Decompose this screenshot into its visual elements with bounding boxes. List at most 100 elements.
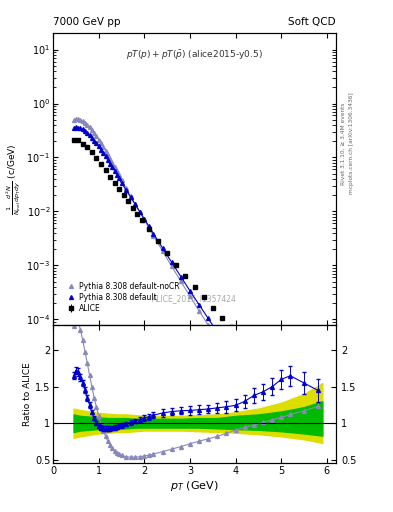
Pythia 8.308 default	[133, 201, 138, 207]
Pythia 8.308 default	[187, 288, 192, 294]
Pythia 8.308 default	[110, 164, 115, 170]
Pythia 8.308 default-noCR	[80, 118, 85, 124]
Pythia 8.308 default	[206, 315, 211, 322]
Pythia 8.308 default	[288, 434, 293, 440]
Text: ALICE_2015_I1357424: ALICE_2015_I1357424	[152, 294, 237, 303]
Pythia 8.308 default-noCR	[215, 336, 220, 343]
Line: Pythia 8.308 default: Pythia 8.308 default	[72, 125, 320, 483]
Pythia 8.308 default-noCR	[316, 493, 320, 499]
Y-axis label: $\frac{1}{N_{\rm inel}}\frac{d^2N}{dp_{\rm T}dy}$ (c/GeV): $\frac{1}{N_{\rm inel}}\frac{d^2N}{dp_{\…	[5, 143, 23, 215]
Pythia 8.308 default-noCR	[94, 133, 99, 139]
Pythia 8.308 default-noCR	[288, 447, 293, 454]
Line: Pythia 8.308 default-noCR: Pythia 8.308 default-noCR	[72, 117, 320, 498]
Pythia 8.308 default	[115, 172, 119, 178]
Pythia 8.308 default-noCR	[147, 225, 151, 231]
Pythia 8.308 default	[99, 146, 103, 153]
Pythia 8.308 default	[87, 132, 92, 138]
Pythia 8.308 default-noCR	[270, 420, 274, 426]
Text: $pT(p) + pT(\bar{p})$ (alice2015-y0.5): $pT(p) + pT(\bar{p})$ (alice2015-y0.5)	[126, 48, 263, 60]
Pythia 8.308 default-noCR	[302, 470, 307, 476]
Pythia 8.308 default	[197, 302, 202, 308]
Pythia 8.308 default	[302, 456, 307, 462]
Pythia 8.308 default	[215, 329, 220, 335]
Pythia 8.308 default	[96, 143, 101, 150]
Pythia 8.308 default-noCR	[279, 434, 284, 440]
Pythia 8.308 default	[279, 421, 284, 428]
Pythia 8.308 default-noCR	[178, 279, 183, 285]
Pythia 8.308 default	[90, 135, 94, 141]
Pythia 8.308 default-noCR	[73, 116, 78, 122]
Pythia 8.308 default	[261, 395, 265, 401]
Pythia 8.308 default-noCR	[261, 406, 265, 412]
Pythia 8.308 default-noCR	[115, 168, 119, 174]
Pythia 8.308 default-noCR	[101, 144, 106, 150]
Pythia 8.308 default	[138, 208, 142, 215]
Pythia 8.308 default	[178, 273, 183, 280]
Pythia 8.308 default-noCR	[103, 147, 108, 154]
X-axis label: $p_T$ (GeV): $p_T$ (GeV)	[170, 479, 219, 493]
Pythia 8.308 default	[117, 175, 121, 181]
Pythia 8.308 default	[80, 126, 85, 133]
Pythia 8.308 default-noCR	[160, 248, 165, 254]
Pythia 8.308 default-noCR	[124, 185, 129, 191]
Pythia 8.308 default-noCR	[151, 232, 156, 239]
Text: mcplots.cern.ch [arXiv:1306.3436]: mcplots.cern.ch [arXiv:1306.3436]	[349, 93, 354, 194]
Pythia 8.308 default	[252, 382, 256, 389]
Pythia 8.308 default	[147, 223, 151, 229]
Pythia 8.308 default-noCR	[87, 124, 92, 131]
Pythia 8.308 default	[101, 150, 106, 156]
Pythia 8.308 default	[94, 140, 99, 146]
Pythia 8.308 default-noCR	[99, 140, 103, 146]
Pythia 8.308 default-noCR	[112, 164, 117, 170]
Pythia 8.308 default-noCR	[71, 117, 76, 123]
Pythia 8.308 default-noCR	[242, 378, 247, 385]
Pythia 8.308 default	[169, 259, 174, 265]
Pythia 8.308 default-noCR	[187, 293, 192, 300]
Pythia 8.308 default	[128, 194, 133, 200]
Pythia 8.308 default-noCR	[128, 193, 133, 199]
Pythia 8.308 default	[103, 153, 108, 159]
Pythia 8.308 default-noCR	[76, 116, 81, 122]
Pythia 8.308 default	[105, 157, 110, 163]
Pythia 8.308 default	[73, 124, 78, 131]
Pythia 8.308 default	[119, 180, 124, 186]
Pythia 8.308 default-noCR	[105, 152, 110, 158]
Pythia 8.308 default	[108, 161, 112, 167]
Pythia 8.308 default	[270, 409, 274, 415]
Pythia 8.308 default-noCR	[206, 322, 211, 328]
Pythia 8.308 default-noCR	[92, 130, 97, 136]
Pythia 8.308 default-noCR	[110, 160, 115, 166]
Pythia 8.308 default-noCR	[224, 350, 229, 356]
Pythia 8.308 default-noCR	[90, 127, 94, 133]
Pythia 8.308 default-noCR	[117, 172, 121, 178]
Pythia 8.308 default	[78, 125, 83, 131]
Legend: Pythia 8.308 default-noCR, Pythia 8.308 default, ALICE: Pythia 8.308 default-noCR, Pythia 8.308 …	[62, 280, 182, 315]
Pythia 8.308 default	[124, 187, 129, 193]
Pythia 8.308 default	[160, 245, 165, 251]
Pythia 8.308 default	[242, 369, 247, 375]
Pythia 8.308 default	[316, 478, 320, 484]
Pythia 8.308 default	[224, 343, 229, 349]
Pythia 8.308 default	[112, 168, 117, 174]
Pythia 8.308 default-noCR	[133, 201, 138, 207]
Text: Soft QCD: Soft QCD	[288, 17, 336, 28]
Pythia 8.308 default	[71, 125, 76, 132]
Pythia 8.308 default	[142, 216, 147, 222]
Pythia 8.308 default-noCR	[85, 122, 90, 128]
Pythia 8.308 default-noCR	[119, 177, 124, 183]
Text: 7000 GeV pp: 7000 GeV pp	[53, 17, 121, 28]
Pythia 8.308 default-noCR	[78, 117, 83, 123]
Pythia 8.308 default-noCR	[108, 156, 112, 162]
Pythia 8.308 default	[76, 124, 81, 131]
Pythia 8.308 default-noCR	[169, 263, 174, 269]
Pythia 8.308 default-noCR	[252, 392, 256, 398]
Pythia 8.308 default	[85, 130, 90, 136]
Pythia 8.308 default-noCR	[233, 365, 238, 371]
Y-axis label: Ratio to ALICE: Ratio to ALICE	[23, 362, 32, 426]
Text: Rivet 3.1.10, ≥ 3.4M events: Rivet 3.1.10, ≥ 3.4M events	[341, 102, 346, 185]
Pythia 8.308 default-noCR	[138, 209, 142, 215]
Pythia 8.308 default	[83, 128, 87, 134]
Pythia 8.308 default-noCR	[96, 137, 101, 143]
Pythia 8.308 default-noCR	[83, 120, 87, 126]
Pythia 8.308 default	[233, 356, 238, 362]
